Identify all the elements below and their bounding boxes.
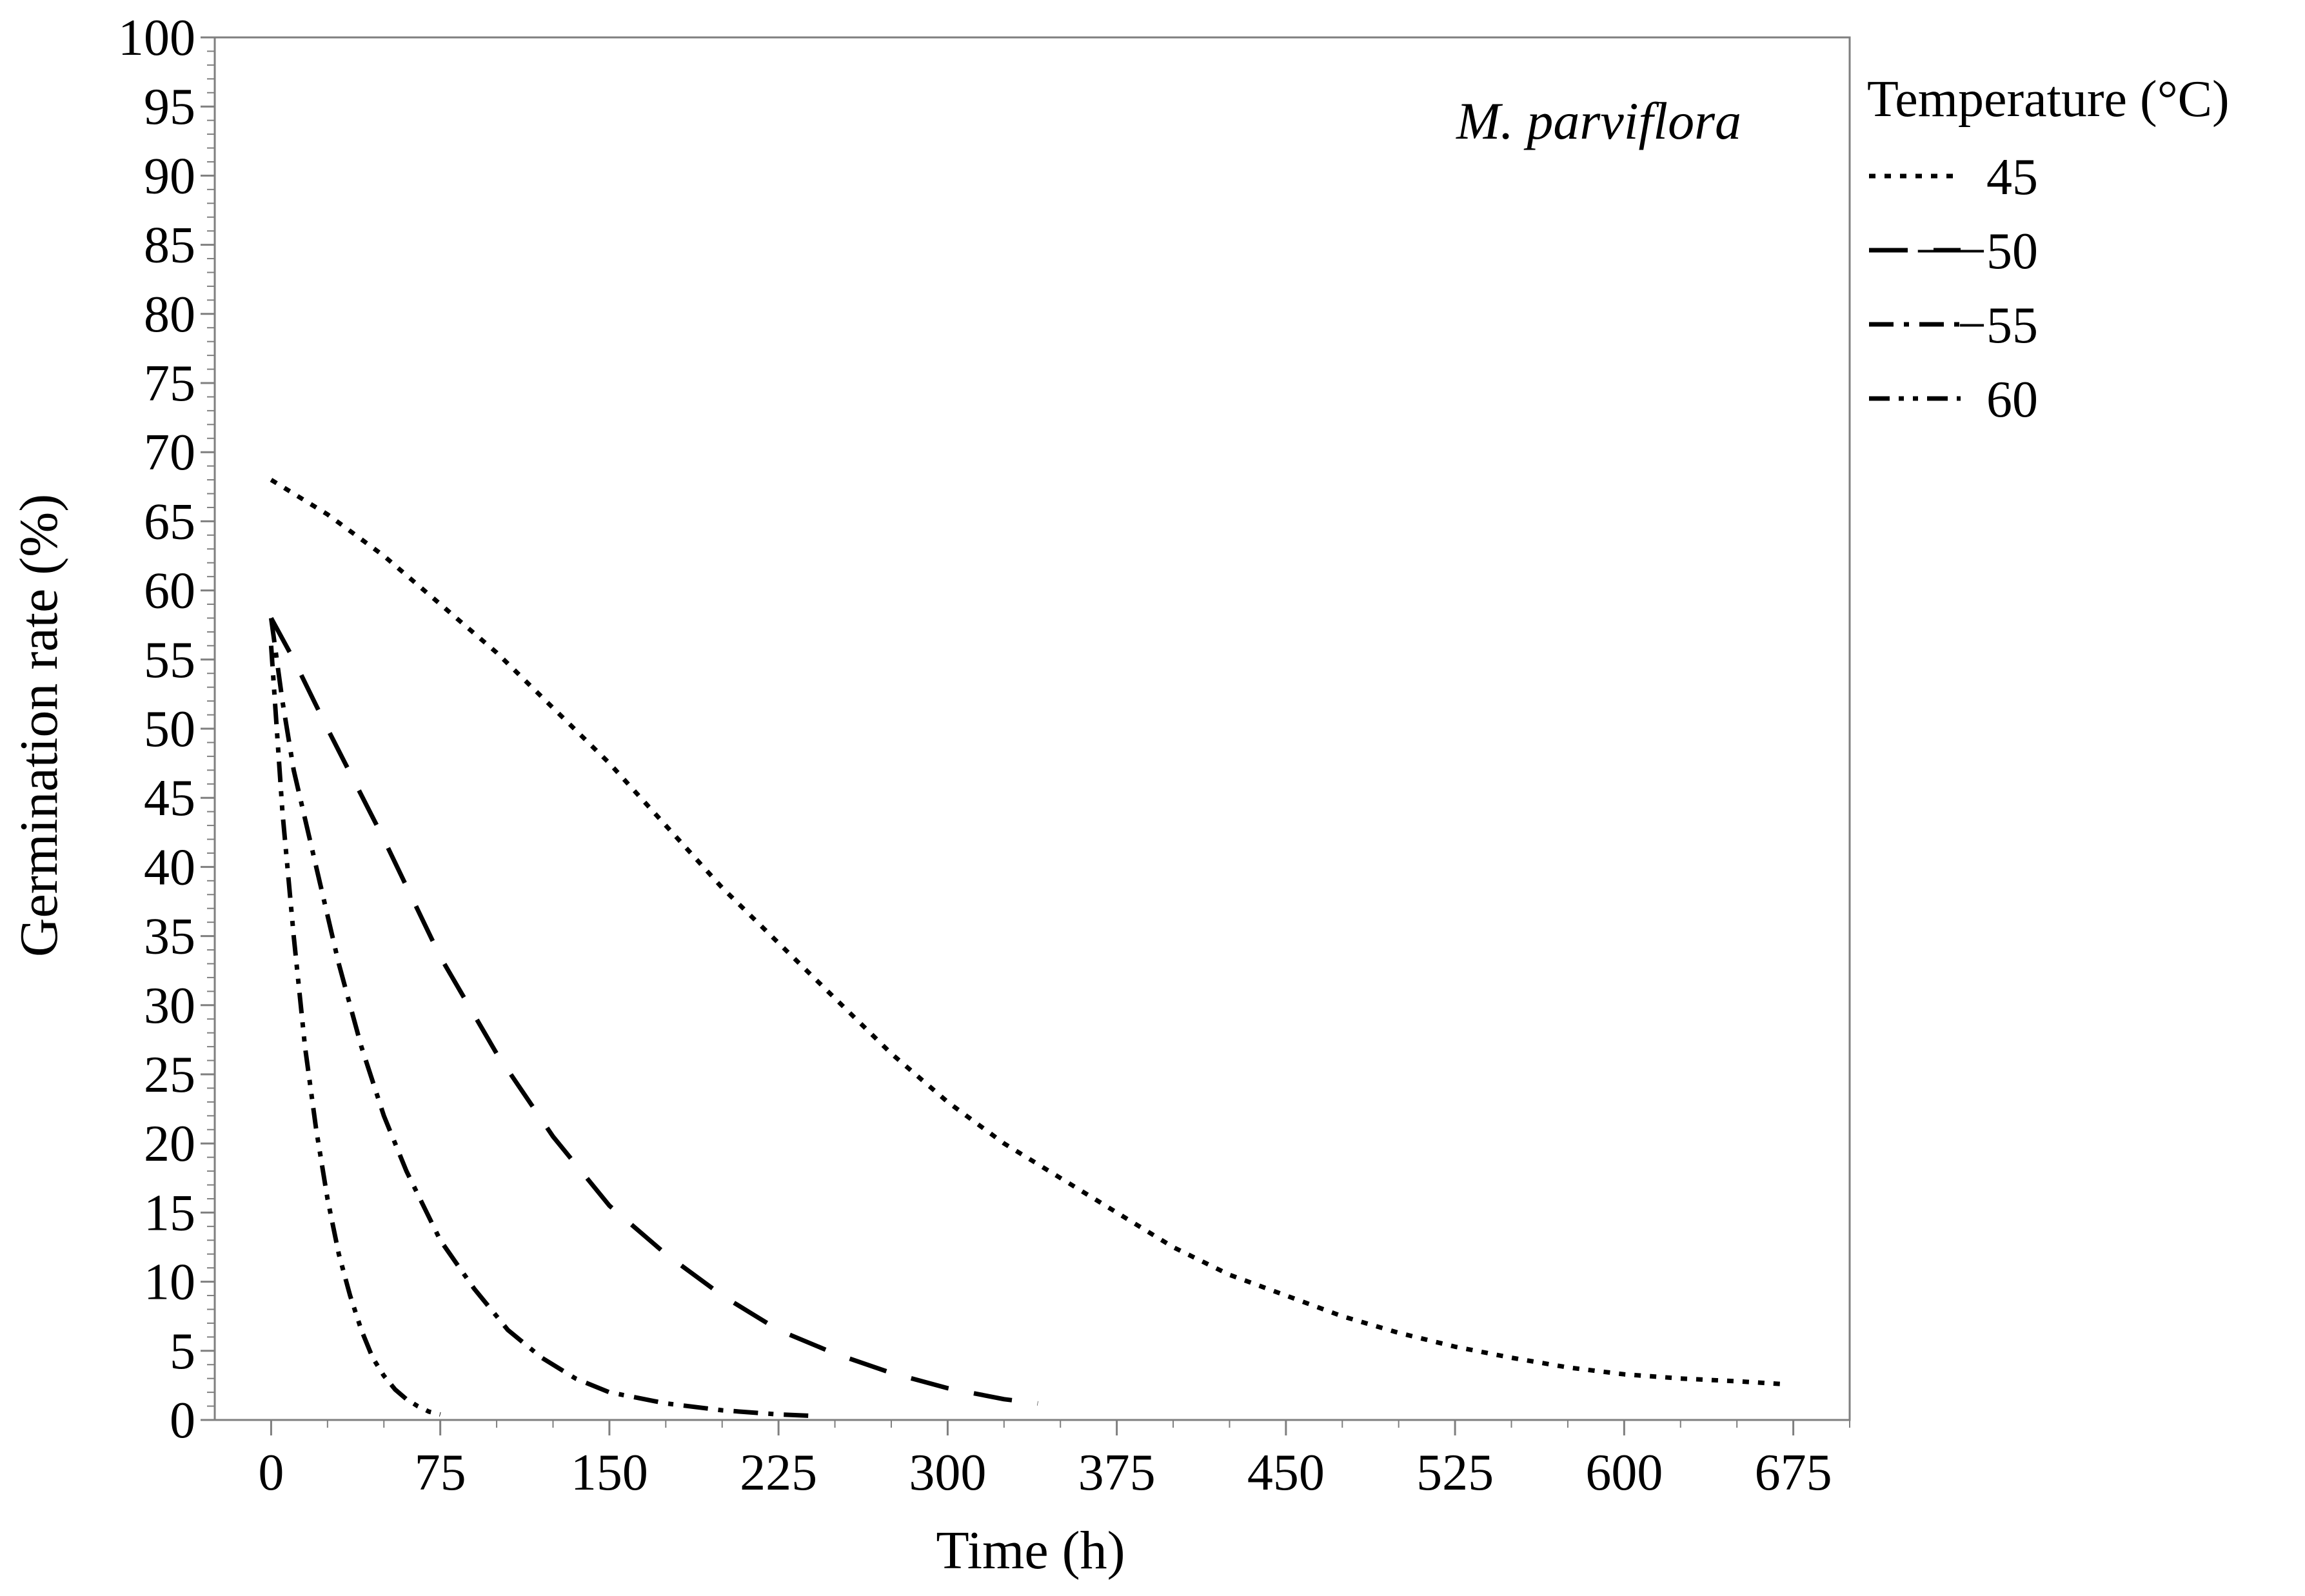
series-line-45 bbox=[270, 478, 1783, 1386]
y-tick-label: 20 bbox=[144, 1116, 195, 1172]
y-tick-label: 80 bbox=[144, 286, 195, 343]
y-tick-label: 15 bbox=[144, 1185, 195, 1241]
x-tick-label: 675 bbox=[1755, 1444, 1832, 1501]
series-line-55 bbox=[268, 618, 813, 1419]
x-axis-title: Time (h) bbox=[936, 1521, 1125, 1581]
x-tick-label: 600 bbox=[1585, 1444, 1663, 1501]
y-tick-label: 70 bbox=[144, 424, 195, 481]
series-layer bbox=[268, 478, 1783, 1419]
y-tick-label: 50 bbox=[144, 701, 195, 758]
legend: Temperature (°C) 45 − −50 −55 60 bbox=[1867, 71, 2230, 428]
x-tick-label: 75 bbox=[415, 1444, 466, 1501]
y-tick-label: 95 bbox=[144, 79, 195, 135]
legend-title: Temperature (°C) bbox=[1867, 71, 2230, 128]
legend-label-55: −55 bbox=[1957, 297, 2038, 354]
y-tick-label: 60 bbox=[144, 563, 195, 620]
plot-area bbox=[213, 36, 1851, 1421]
y-tick-label: 100 bbox=[118, 10, 195, 66]
y-axis-title: Germination rate (%) bbox=[9, 494, 69, 957]
y-tick-label: 35 bbox=[144, 909, 195, 965]
y-tick-label: 85 bbox=[144, 217, 195, 274]
x-tick-label: 300 bbox=[909, 1444, 986, 1501]
x-tick-label: 525 bbox=[1416, 1444, 1494, 1501]
y-tick-label: 30 bbox=[144, 978, 195, 1034]
plot-border bbox=[213, 36, 1851, 1421]
y-tick-label: 75 bbox=[144, 355, 195, 412]
legend-label-60: 60 bbox=[1986, 371, 2038, 428]
legend-label-45: 45 bbox=[1986, 149, 2038, 206]
legend-label-50: − −50 bbox=[1915, 223, 2038, 280]
x-tick-label: 450 bbox=[1247, 1444, 1325, 1501]
x-tick-label: 375 bbox=[1078, 1444, 1156, 1501]
x-tick-label: 225 bbox=[740, 1444, 817, 1501]
x-tick-label: 150 bbox=[571, 1444, 648, 1501]
species-annotation: M. parviflora bbox=[1456, 92, 1741, 150]
y-tick-label: 5 bbox=[170, 1323, 195, 1380]
y-tick-label: 25 bbox=[144, 1047, 195, 1103]
y-tick-label: 0 bbox=[170, 1392, 195, 1449]
y-tick-label: 45 bbox=[144, 770, 195, 827]
y-tick-label: 65 bbox=[144, 493, 195, 550]
y-tick-label: 10 bbox=[144, 1254, 195, 1311]
series-line-50 bbox=[269, 616, 1038, 1406]
x-axis: 0 75 150 225 300 375 450 525 600 675 bbox=[258, 1420, 1850, 1501]
y-axis: 0 5 10 15 20 25 30 35 40 45 50 55 60 65 70 75 80 85 90 95 10… bbox=[118, 10, 215, 1449]
y-tick-label: 90 bbox=[144, 148, 195, 204]
y-tick-label: 55 bbox=[144, 632, 195, 689]
x-tick-label: 0 bbox=[258, 1444, 284, 1501]
y-tick-label: 40 bbox=[144, 839, 195, 896]
